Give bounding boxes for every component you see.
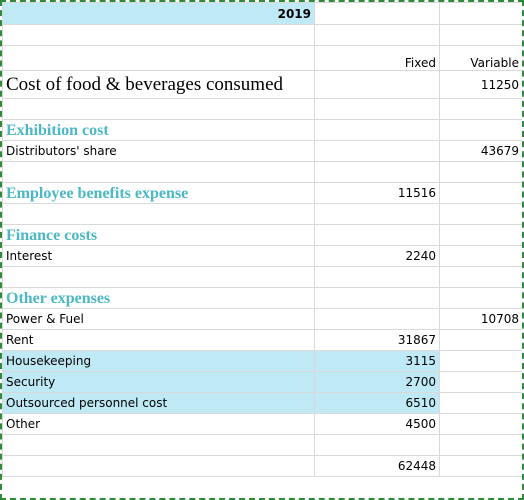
cell-value: 3115 <box>314 350 440 372</box>
row-label: Interest <box>2 245 315 267</box>
row-label: Cost of food & beverages consumed <box>2 70 315 99</box>
cell-value: 11250 <box>439 70 522 99</box>
row-label: Distributors' share <box>2 140 315 162</box>
cell-value: 43679 <box>439 140 522 162</box>
row-label: Rent <box>2 329 315 351</box>
section-heading: Exhibition cost <box>2 119 315 141</box>
column-header: Fixed <box>314 45 440 71</box>
cell-value: 2240 <box>314 245 440 267</box>
section-heading: Other expenses <box>2 287 315 309</box>
year-header: 2019 <box>2 2 315 25</box>
total-value: 62448 <box>314 455 440 477</box>
row-label: Housekeeping <box>2 350 315 372</box>
section-heading: Employee benefits expense <box>2 182 315 204</box>
cell-value: 31867 <box>314 329 440 351</box>
row-label: Other <box>2 413 315 435</box>
cell-value: 10708 <box>439 308 522 330</box>
cell-value: 11516 <box>314 182 440 204</box>
row-label: Outsourced personnel cost <box>2 392 315 414</box>
section-heading: Finance costs <box>2 224 315 246</box>
table: 2019 Fixed Variable Cost of food & bevera… <box>2 2 522 477</box>
cell-value: 2700 <box>314 371 440 393</box>
column-header: Variable <box>439 45 522 71</box>
row-label: Security <box>2 371 315 393</box>
cell-value: 6510 <box>314 392 440 414</box>
cell-value: 4500 <box>314 413 440 435</box>
row-label: Power & Fuel <box>2 308 315 330</box>
